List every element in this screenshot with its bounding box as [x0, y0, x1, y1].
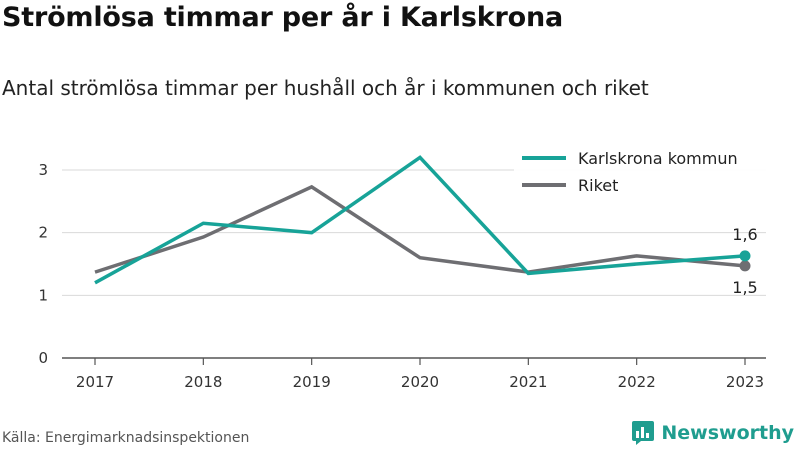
x-tick-label: 2019 [293, 373, 331, 391]
series-line-riket [94, 184, 746, 274]
brand-name: Newsworthy [661, 422, 794, 444]
end-label-riket: 1,5 [732, 278, 757, 297]
brand-logo: Newsworthy [631, 420, 794, 446]
chart-subtitle: Antal strömlösa timmar per hushåll och å… [2, 76, 649, 100]
x-tick-label: 2020 [401, 373, 439, 391]
y-tick-label: 2 [38, 224, 48, 242]
y-tick-label: 0 [38, 349, 48, 367]
y-tick-label: 1 [38, 286, 48, 304]
x-tick-label: 2018 [184, 373, 222, 391]
legend-label-karlskrona: Karlskrona kommun [578, 149, 738, 168]
y-tick-label: 3 [38, 161, 48, 179]
x-tick-label: 2021 [509, 373, 547, 391]
end-point-riket [739, 260, 751, 272]
source-note: Källa: Energimarknadsinspektionen [2, 430, 250, 446]
legend-label-riket: Riket [578, 176, 618, 195]
x-tick-label: 2022 [618, 373, 656, 391]
chart-title: Strömlösa timmar per år i Karlskrona [2, 2, 563, 33]
end-label-karlskrona: 1,6 [732, 225, 757, 244]
legend-box [514, 142, 766, 198]
series-line-karlskrona [94, 155, 746, 285]
x-tick-label: 2017 [76, 373, 114, 391]
line-chart: 0 1 2 3 2017 2018 2019 2020 2021 2022 2023 1,6 1,5 Ka… [38, 142, 766, 391]
end-point-karlskrona [739, 250, 751, 262]
newsworthy-logo-icon [632, 421, 655, 445]
x-tick-label: 2023 [726, 373, 764, 391]
